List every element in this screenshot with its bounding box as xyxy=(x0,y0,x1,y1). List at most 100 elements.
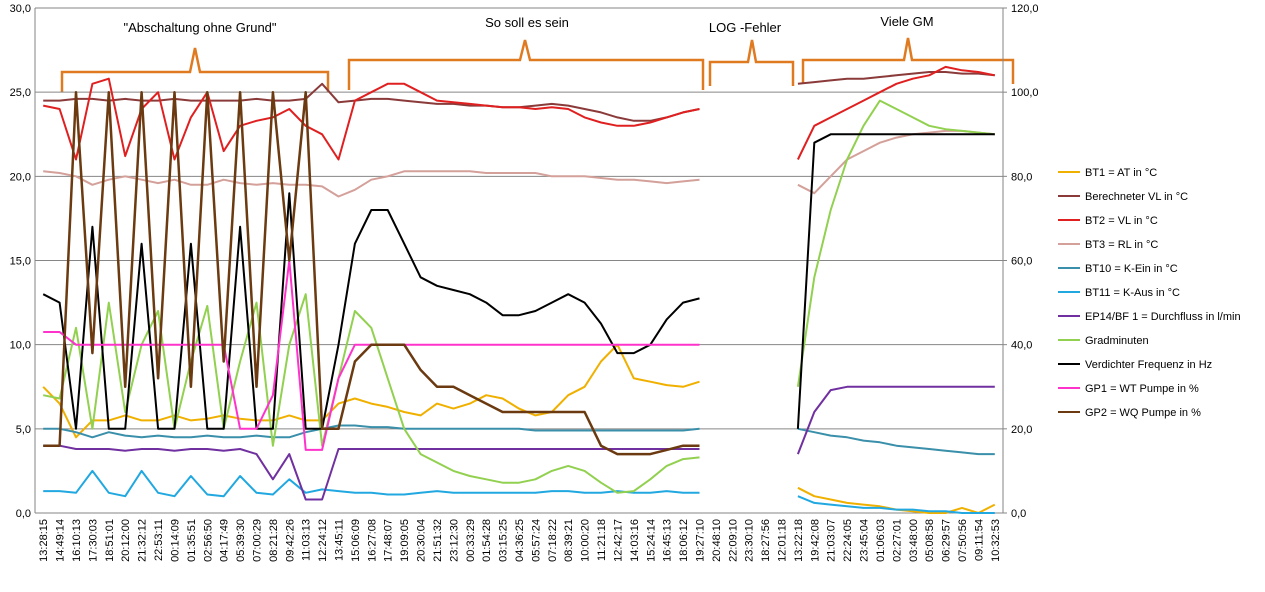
x-tick-label: 10:32:53 xyxy=(990,519,1002,562)
annotation: So soll es sein xyxy=(485,15,569,30)
brackets xyxy=(60,37,1015,92)
x-tick-label: 08:21:28 xyxy=(268,519,280,562)
y2-tick-label: 80,0 xyxy=(1011,171,1032,183)
x-tick-label: 17:30:03 xyxy=(87,519,99,562)
x-tick-label: 13:22:18 xyxy=(793,519,805,562)
x-tick-label: 02:56:50 xyxy=(202,519,214,562)
series-line xyxy=(43,469,995,514)
x-tick-label: 22:09:10 xyxy=(727,519,739,562)
x-tick-label: 12:42:17 xyxy=(612,519,624,562)
x-tick-label: 13:45:11 xyxy=(334,519,346,561)
legend-label: BT2 = VL in °C xyxy=(1085,215,1158,227)
x-tick-label: 09:11:54 xyxy=(973,519,985,561)
legend-label: Gradminuten xyxy=(1085,335,1149,347)
x-tick-label: 07:18:22 xyxy=(547,519,559,562)
y2-tick-label: 20,0 xyxy=(1011,424,1032,436)
x-tick-label: 23:45:04 xyxy=(859,519,871,562)
bracket xyxy=(347,39,705,90)
x-tick-label: 06:29:57 xyxy=(941,519,953,562)
x-tick-label: 11:03:13 xyxy=(301,519,313,561)
x-tick-label: 09:42:26 xyxy=(284,519,296,562)
series-line xyxy=(43,71,995,122)
legend-label: Berechneter VL in °C xyxy=(1085,191,1188,203)
bracket xyxy=(60,47,330,92)
x-tick-label: 03:15:25 xyxy=(498,519,510,562)
x-tick-label: 00:14:09 xyxy=(169,519,181,562)
y2-tick-label: 60,0 xyxy=(1011,256,1032,268)
x-tick-label: 17:48:07 xyxy=(383,519,395,562)
y-tick-label: 30,0 xyxy=(10,3,31,15)
series-line xyxy=(42,65,995,161)
annotation: LOG -Fehler xyxy=(709,20,782,35)
x-tick-label: 10:00:20 xyxy=(580,519,592,562)
series-line xyxy=(43,99,995,494)
x-tick-label: 18:51:01 xyxy=(104,519,116,562)
y-tick-label: 25,0 xyxy=(10,87,31,99)
x-tick-label: 01:35:51 xyxy=(186,519,198,562)
x-tick-label: 13:28:15 xyxy=(38,519,50,562)
x-tick-label: 15:06:09 xyxy=(350,519,362,562)
x-tick-label: 18:06:12 xyxy=(678,519,690,562)
x-tick-label: 14:03:16 xyxy=(629,519,641,562)
x-tick-label: 12:24:12 xyxy=(317,519,329,562)
x-tick-label: 07:00:29 xyxy=(251,519,263,562)
x-tick-label: 23:12:30 xyxy=(448,519,460,562)
x-tick-label: 00:33:29 xyxy=(465,519,477,562)
annotation: Viele GM xyxy=(880,14,933,29)
x-tick-label: 04:36:25 xyxy=(514,519,526,562)
x-tick-label: 21:03:07 xyxy=(826,519,838,562)
legend-label: BT3 = RL in °C xyxy=(1085,239,1158,251)
x-tick-label: 20:12:00 xyxy=(120,519,132,562)
series-line xyxy=(42,133,995,430)
y2-tick-label: 40,0 xyxy=(1011,340,1032,352)
y-tick-label: 10,0 xyxy=(10,340,31,352)
x-tick-label: 07:50:56 xyxy=(957,519,969,562)
y2-tick-label: 0,0 xyxy=(1011,508,1026,520)
series-line xyxy=(43,90,700,456)
x-tick-label: 05:08:58 xyxy=(924,519,936,562)
x-tick-label: 05:57:24 xyxy=(530,519,542,562)
annotation: "Abschaltung ohne Grund" xyxy=(123,20,276,35)
legend-label: GP1 = WT Pumpe in % xyxy=(1085,383,1199,395)
x-tick-label: 01:54:28 xyxy=(481,519,493,562)
x-tick-label: 22:24:05 xyxy=(842,519,854,562)
x-tick-label: 03:48:00 xyxy=(908,519,920,562)
y2-tick-label: 120,0 xyxy=(1011,3,1039,15)
x-tick-label: 16:10:13 xyxy=(71,519,83,562)
x-tick-label: 11:21:18 xyxy=(596,519,608,561)
legend-label: BT10 = K-Ein in °C xyxy=(1085,263,1178,275)
bracket xyxy=(801,37,1015,84)
y-tick-label: 0,0 xyxy=(16,508,31,520)
y-tick-label: 15,0 xyxy=(10,256,31,268)
legend-label: BT11 = K-Aus in °C xyxy=(1085,287,1180,299)
series-line xyxy=(43,385,995,501)
series-line xyxy=(43,424,995,456)
y2-tick-label: 100,0 xyxy=(1011,87,1039,99)
y-tick-label: 20,0 xyxy=(10,171,31,183)
legend-label: GP2 = WQ Pumpe in % xyxy=(1085,407,1201,419)
x-tick-label: 19:27:10 xyxy=(694,519,706,562)
x-tick-label: 02:27:01 xyxy=(891,519,903,562)
x-tick-label: 22:53:11 xyxy=(153,519,165,561)
legend-label: BT1 = AT in °C xyxy=(1085,167,1157,179)
x-tick-label: 20:48:10 xyxy=(711,519,723,562)
x-tick-label: 08:39:21 xyxy=(563,519,575,562)
x-tick-label: 05:39:30 xyxy=(235,519,247,562)
x-tick-label: 20:30:04 xyxy=(416,519,428,562)
x-tick-label: 23:30:10 xyxy=(744,519,756,562)
legend-label: EP14/BF 1 = Durchfluss in l/min xyxy=(1085,311,1241,323)
x-tick-label: 16:27:08 xyxy=(366,519,378,562)
x-tick-label: 12:01:18 xyxy=(777,519,789,562)
x-tick-label: 21:32:12 xyxy=(137,519,149,562)
x-tick-label: 14:49:14 xyxy=(55,519,67,562)
x-tick-label: 19:09:05 xyxy=(399,519,411,562)
x-tick-label: 19:42:08 xyxy=(809,519,821,562)
y-tick-label: 5,0 xyxy=(16,424,31,436)
x-tick-label: 21:51:32 xyxy=(432,519,444,562)
x-tick-label: 18:27:56 xyxy=(760,519,772,562)
legend-label: Verdichter Frequenz in Hz xyxy=(1085,359,1212,371)
x-tick-label: 15:24:14 xyxy=(645,519,657,562)
x-tick-label: 04:17:49 xyxy=(219,519,231,562)
